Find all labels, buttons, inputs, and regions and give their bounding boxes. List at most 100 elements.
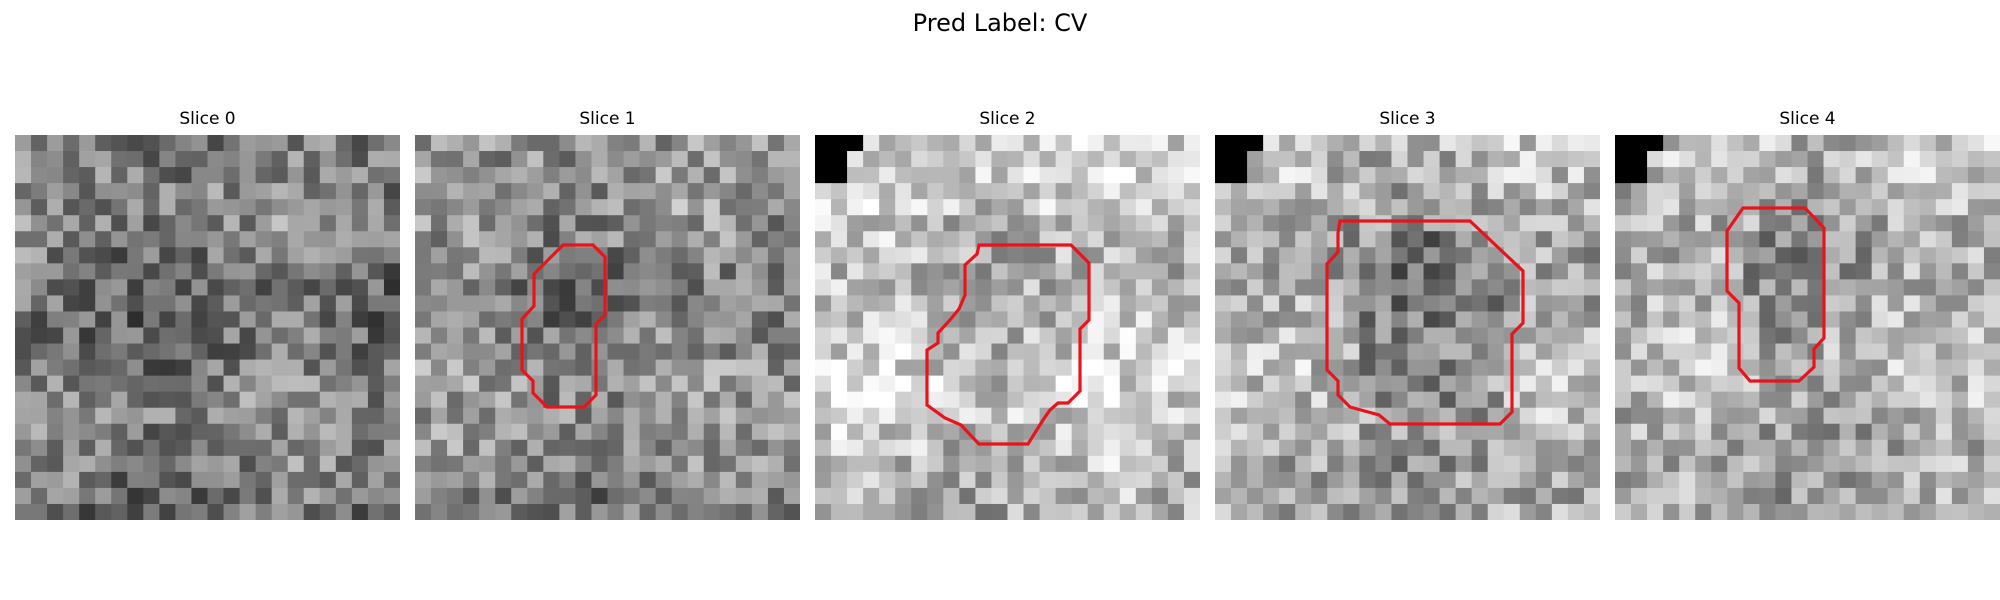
image-pixel — [623, 167, 641, 184]
image-pixel — [1359, 327, 1377, 345]
image-pixel — [63, 247, 80, 264]
image-pixel — [1871, 295, 1889, 313]
image-pixel — [79, 279, 96, 297]
image-pixel — [783, 455, 800, 473]
image-pixel — [63, 343, 80, 361]
image-pixel — [543, 215, 560, 232]
image-pixel — [1391, 231, 1409, 248]
image-pixel — [31, 247, 48, 264]
image-pixel — [463, 391, 480, 409]
image-pixel — [1439, 295, 1457, 313]
image-pixel — [1855, 439, 1873, 457]
image-pixel — [1183, 487, 1200, 505]
image-pixel — [351, 487, 369, 505]
image-pixel — [655, 439, 673, 457]
image-pixel — [1247, 231, 1264, 248]
image-pixel — [191, 199, 209, 216]
image-pixel — [1087, 439, 1105, 457]
image-pixel — [335, 455, 353, 473]
image-pixel — [1439, 343, 1457, 361]
image-pixel — [1327, 231, 1344, 248]
image-pixel — [543, 439, 560, 457]
image-pixel — [1391, 391, 1409, 409]
image-pixel — [1071, 423, 1089, 441]
image-pixel — [415, 343, 432, 361]
image-pixel — [1983, 263, 2000, 280]
image-pixel — [1759, 311, 1777, 329]
image-pixel — [1183, 135, 1200, 152]
image-pixel — [223, 183, 241, 200]
image-pixel — [1711, 135, 1728, 152]
image-pixel — [1407, 487, 1425, 505]
image-pixel — [1775, 311, 1793, 329]
image-pixel — [415, 311, 432, 329]
image-pixel — [207, 487, 225, 505]
image-pixel — [559, 439, 577, 457]
image-pixel — [271, 183, 289, 200]
image-pixel — [1407, 503, 1425, 520]
image-pixel — [1727, 167, 1744, 184]
image-pixel — [511, 231, 528, 248]
image-pixel — [527, 439, 544, 457]
image-pixel — [783, 151, 800, 168]
image-pixel — [47, 423, 64, 441]
image-pixel — [95, 359, 112, 377]
image-pixel — [79, 343, 96, 361]
image-pixel — [927, 391, 944, 409]
image-pixel — [991, 183, 1009, 200]
image-pixel — [239, 167, 257, 184]
image-pixel — [1039, 263, 1057, 280]
image-pixel — [95, 311, 112, 329]
image-pixel — [207, 359, 225, 377]
image-pixel — [911, 135, 928, 152]
image-pixel — [1183, 455, 1200, 473]
image-pixel — [1343, 311, 1360, 329]
image-pixel — [1439, 183, 1457, 200]
image-pixel — [1375, 215, 1393, 232]
image-pixel — [1519, 151, 1537, 168]
image-pixel — [543, 151, 560, 168]
image-pixel — [351, 503, 369, 520]
image-pixel — [47, 359, 64, 377]
image-pixel — [1247, 135, 1264, 152]
image-pixel — [687, 327, 705, 345]
image-pixel — [1055, 247, 1073, 264]
image-pixel — [303, 391, 321, 409]
image-pixel — [495, 455, 512, 473]
image-pixel — [1855, 295, 1873, 313]
image-pixel — [1983, 151, 2000, 168]
image-pixel — [1951, 359, 1969, 377]
image-pixel — [1439, 487, 1457, 505]
image-pixel — [1423, 327, 1441, 345]
image-pixel — [1887, 487, 1905, 505]
image-pixel — [63, 311, 80, 329]
image-pixel — [735, 407, 753, 425]
image-pixel — [1535, 231, 1553, 248]
image-pixel — [911, 311, 928, 329]
image-pixel — [1583, 375, 1600, 393]
image-pixel — [1311, 407, 1328, 425]
image-pixel — [687, 295, 705, 313]
image-pixel — [1567, 215, 1585, 232]
image-pixel — [319, 375, 337, 393]
image-pixel — [1919, 295, 1937, 313]
image-pixel — [255, 423, 273, 441]
image-pixel — [607, 487, 625, 505]
image-pixel — [991, 455, 1009, 473]
image-pixel — [191, 503, 209, 520]
image-pixel — [1183, 407, 1200, 425]
image-pixel — [127, 343, 144, 361]
image-pixel — [1295, 167, 1312, 184]
image-pixel — [335, 327, 353, 345]
image-pixel — [255, 327, 273, 345]
image-pixel — [1119, 407, 1137, 425]
image-pixel — [1551, 343, 1569, 361]
image-pixel — [591, 455, 609, 473]
image-pixel — [751, 183, 769, 200]
image-pixel — [207, 199, 225, 216]
image-pixel — [1647, 423, 1664, 441]
image-pixel — [351, 343, 369, 361]
image-pixel — [559, 407, 577, 425]
image-pixel — [191, 407, 209, 425]
image-pixel — [767, 503, 785, 520]
